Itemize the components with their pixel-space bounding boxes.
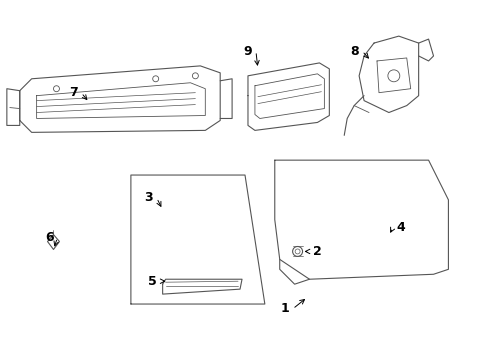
Text: 6: 6 <box>45 231 54 244</box>
Text: 7: 7 <box>69 86 78 99</box>
Text: 4: 4 <box>396 221 405 234</box>
Text: 1: 1 <box>280 302 289 315</box>
Text: 3: 3 <box>145 192 153 204</box>
Text: 5: 5 <box>148 275 157 288</box>
Text: 8: 8 <box>350 45 359 58</box>
Text: 9: 9 <box>244 45 252 58</box>
Text: 2: 2 <box>313 245 322 258</box>
